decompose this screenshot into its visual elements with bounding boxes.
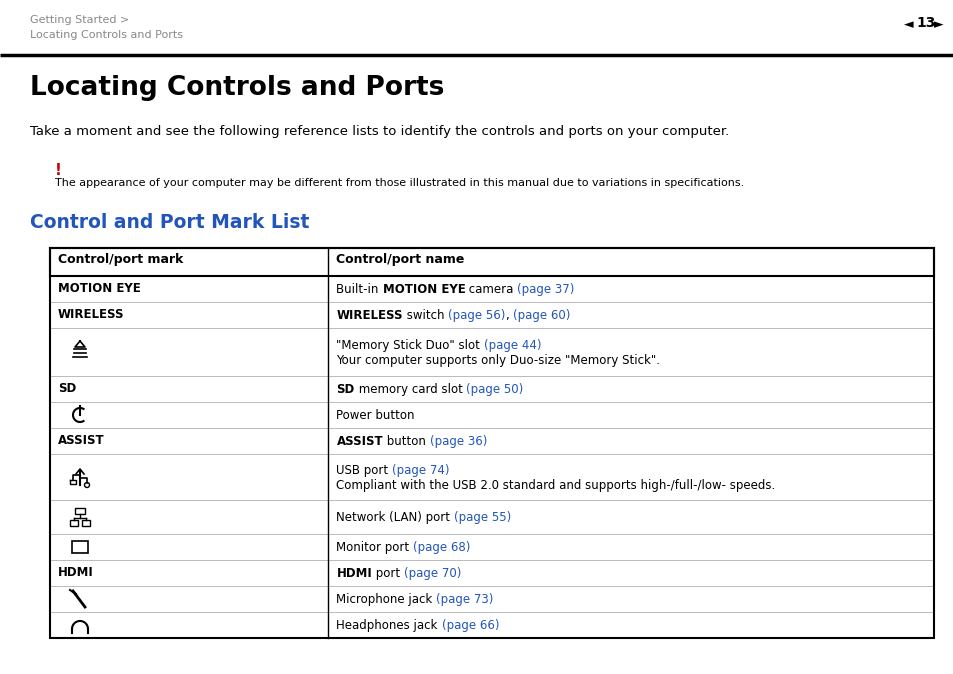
Text: (page 56): (page 56) xyxy=(448,309,505,322)
Bar xyxy=(50,402,933,428)
Text: HDMI: HDMI xyxy=(336,567,372,580)
Bar xyxy=(50,560,933,586)
Bar xyxy=(50,248,933,276)
Bar xyxy=(71,541,88,553)
Text: Microphone jack: Microphone jack xyxy=(336,593,436,606)
Text: MOTION EYE: MOTION EYE xyxy=(58,282,141,295)
Text: camera: camera xyxy=(465,283,517,296)
Text: Monitor port: Monitor port xyxy=(336,541,413,554)
Text: !: ! xyxy=(55,163,62,178)
Text: 13: 13 xyxy=(915,16,934,30)
Bar xyxy=(50,328,933,376)
Text: Headphones jack: Headphones jack xyxy=(336,619,441,632)
Text: Locating Controls and Ports: Locating Controls and Ports xyxy=(30,30,183,40)
Text: ASSIST: ASSIST xyxy=(58,435,105,448)
Text: The appearance of your computer may be different from those illustrated in this : The appearance of your computer may be d… xyxy=(55,178,743,188)
Bar xyxy=(50,276,933,302)
Text: (page 66): (page 66) xyxy=(441,619,498,632)
Bar xyxy=(50,302,933,328)
Text: Network (LAN) port: Network (LAN) port xyxy=(336,511,454,524)
Bar xyxy=(50,586,933,612)
Text: Take a moment and see the following reference lists to identify the controls and: Take a moment and see the following refe… xyxy=(30,125,728,138)
Text: (page 68): (page 68) xyxy=(413,541,470,554)
Text: Power button: Power button xyxy=(336,409,415,422)
Bar xyxy=(70,520,78,526)
Text: Built-in: Built-in xyxy=(336,283,382,296)
Text: WIRELESS: WIRELESS xyxy=(58,309,125,321)
Text: button: button xyxy=(383,435,429,448)
Text: (page 60): (page 60) xyxy=(513,309,570,322)
Text: (page 36): (page 36) xyxy=(429,435,487,448)
Bar xyxy=(50,454,933,500)
Text: Your computer supports only Duo-size "Memory Stick".: Your computer supports only Duo-size "Me… xyxy=(336,354,659,367)
Text: (page 55): (page 55) xyxy=(454,511,511,524)
Bar xyxy=(50,428,933,454)
Text: ◄: ◄ xyxy=(903,18,913,31)
Text: SD: SD xyxy=(336,383,355,396)
Text: (page 73): (page 73) xyxy=(436,593,494,606)
Text: memory card slot: memory card slot xyxy=(355,383,466,396)
Bar xyxy=(50,248,933,638)
Text: ,: , xyxy=(505,309,513,322)
Text: Compliant with the USB 2.0 standard and supports high-/full-/low- speeds.: Compliant with the USB 2.0 standard and … xyxy=(336,479,775,492)
Text: ►: ► xyxy=(933,18,943,31)
Bar xyxy=(50,534,933,560)
Text: WIRELESS: WIRELESS xyxy=(336,309,402,322)
Text: (page 70): (page 70) xyxy=(404,567,461,580)
Text: MOTION EYE: MOTION EYE xyxy=(382,283,465,296)
Text: switch: switch xyxy=(402,309,448,322)
Bar xyxy=(75,508,85,514)
Bar xyxy=(82,520,90,526)
Text: SD: SD xyxy=(58,383,76,396)
Text: Control/port mark: Control/port mark xyxy=(58,253,183,266)
Bar xyxy=(50,376,933,402)
Text: (page 50): (page 50) xyxy=(466,383,523,396)
Text: (page 44): (page 44) xyxy=(483,339,541,352)
Bar xyxy=(50,612,933,638)
Text: Getting Started >: Getting Started > xyxy=(30,15,129,25)
Text: Control/port name: Control/port name xyxy=(336,253,464,266)
Text: "Memory Stick Duo" slot: "Memory Stick Duo" slot xyxy=(336,339,483,352)
Text: USB port: USB port xyxy=(336,464,392,477)
Text: port: port xyxy=(372,567,404,580)
Bar xyxy=(50,500,933,534)
Text: Control and Port Mark List: Control and Port Mark List xyxy=(30,213,309,232)
Text: (page 37): (page 37) xyxy=(517,283,575,296)
Text: HDMI: HDMI xyxy=(58,567,93,580)
Text: (page 74): (page 74) xyxy=(392,464,450,477)
Text: Locating Controls and Ports: Locating Controls and Ports xyxy=(30,75,444,101)
Bar xyxy=(50,248,933,276)
Text: ASSIST: ASSIST xyxy=(336,435,383,448)
